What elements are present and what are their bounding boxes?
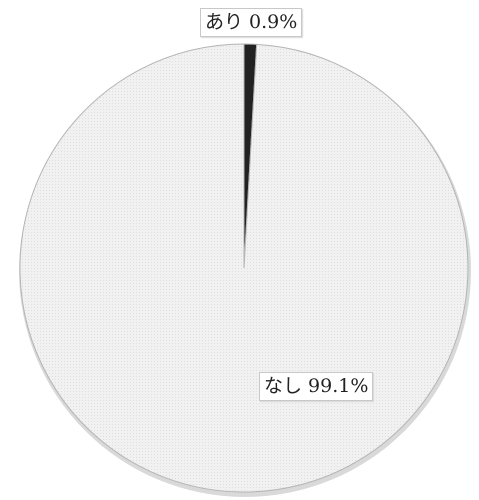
pie-slices (19, 43, 469, 493)
slice-label-nashi: なし 99.1% (259, 372, 374, 401)
pie-slice-nashi (19, 43, 469, 493)
slice-label-ari: あり 0.9% (200, 8, 303, 37)
